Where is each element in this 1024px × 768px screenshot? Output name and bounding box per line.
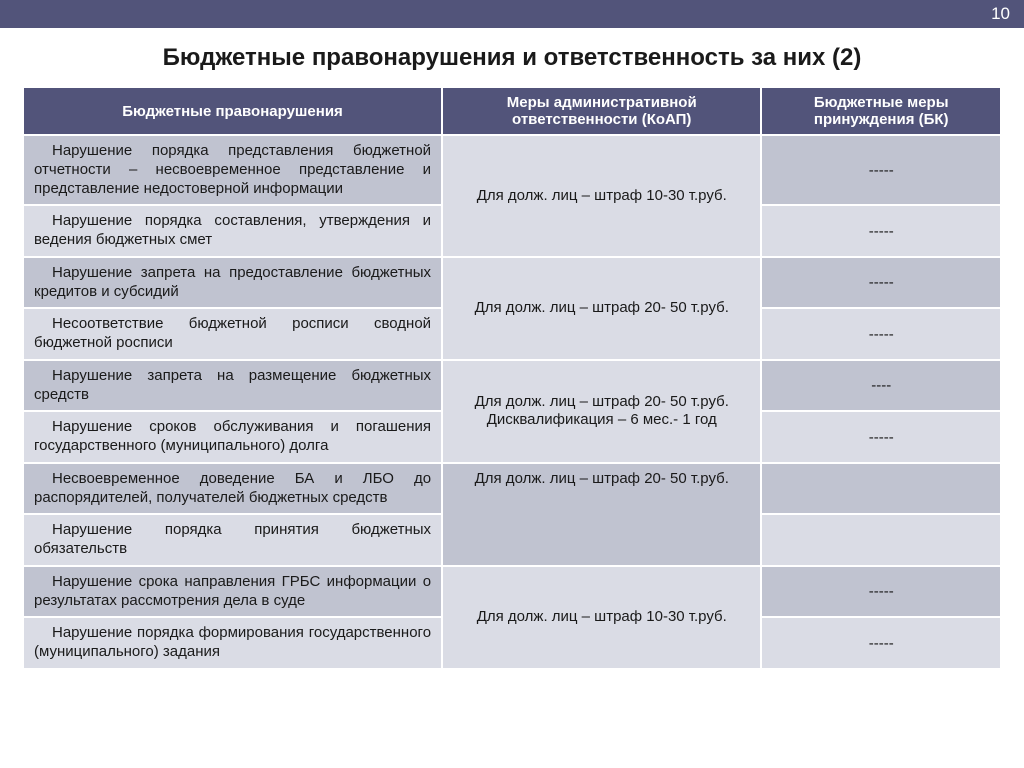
cell-violation: Нарушение сроков обслуживания и погашени… — [23, 411, 442, 463]
cell-violation: Несоответствие бюджетной росписи сводной… — [23, 308, 442, 360]
cell-measure: Для долж. лиц – штраф 20- 50 т.руб. — [442, 463, 761, 566]
cell-budget — [761, 463, 1001, 515]
cell-violation: Нарушение запрета на предоставление бюдж… — [23, 257, 442, 309]
cell-budget: ----- — [761, 617, 1001, 669]
cell-measure: Для долж. лиц – штраф 20- 50 т.руб. Диск… — [442, 360, 761, 463]
col-header-violations: Бюджетные правонарушения — [23, 87, 442, 135]
page-number: 10 — [991, 4, 1010, 23]
table-header-row: Бюджетные правонарушения Меры администра… — [23, 87, 1001, 135]
table-row: Нарушение запрета на размещение бюджетны… — [23, 360, 1001, 412]
cell-violation: Нарушение порядка принятия бюджетных обя… — [23, 514, 442, 566]
top-bar: 10 — [0, 0, 1024, 28]
col-header-measures: Меры административной ответственности (К… — [442, 87, 761, 135]
cell-violation: Нарушение срока направления ГРБС информа… — [23, 566, 442, 618]
table-row: Нарушение запрета на предоставление бюдж… — [23, 257, 1001, 309]
violations-table: Бюджетные правонарушения Меры администра… — [22, 86, 1002, 670]
cell-budget: ----- — [761, 205, 1001, 257]
cell-budget: ----- — [761, 257, 1001, 309]
cell-violation: Нарушение порядка формирования государст… — [23, 617, 442, 669]
table-row: Несвоевременное доведение БА и ЛБО до ра… — [23, 463, 1001, 515]
cell-budget — [761, 514, 1001, 566]
cell-budget: ----- — [761, 135, 1001, 205]
col-header-budget: Бюджетные меры принуждения (БК) — [761, 87, 1001, 135]
cell-violation: Несвоевременное доведение БА и ЛБО до ра… — [23, 463, 442, 515]
slide-title: Бюджетные правонарушения и ответственнос… — [0, 28, 1024, 86]
cell-budget: ----- — [761, 308, 1001, 360]
cell-budget: ----- — [761, 566, 1001, 618]
cell-measure: Для долж. лиц – штраф 10-30 т.руб. — [442, 135, 761, 257]
cell-violation: Нарушение порядка представления бюджетно… — [23, 135, 442, 205]
cell-budget: ---- — [761, 360, 1001, 412]
table-row: Нарушение порядка представления бюджетно… — [23, 135, 1001, 205]
cell-measure: Для долж. лиц – штраф 20- 50 т.руб. — [442, 257, 761, 360]
table-row: Нарушение срока направления ГРБС информа… — [23, 566, 1001, 618]
cell-violation: Нарушение запрета на размещение бюджетны… — [23, 360, 442, 412]
cell-budget: ----- — [761, 411, 1001, 463]
cell-measure: Для долж. лиц – штраф 10-30 т.руб. — [442, 566, 761, 669]
cell-violation: Нарушение порядка составления, утвержден… — [23, 205, 442, 257]
